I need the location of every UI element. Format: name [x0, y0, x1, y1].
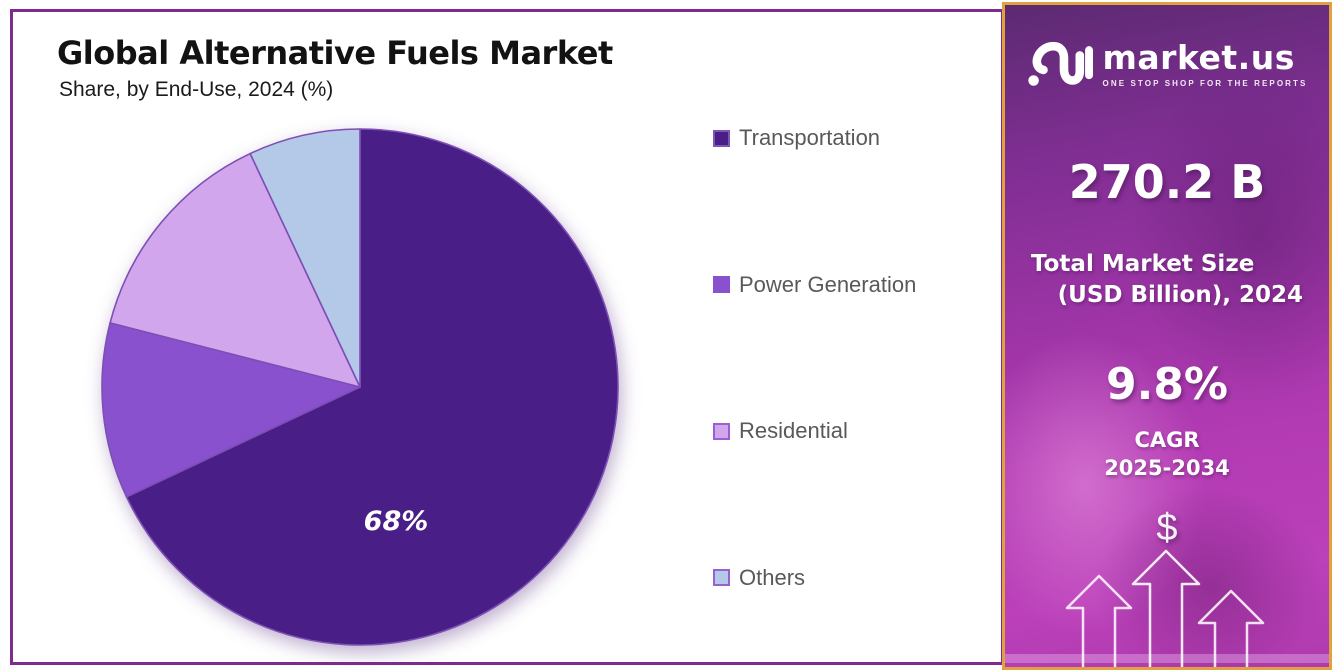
page-title: Global Alternative Fuels Market [57, 34, 613, 72]
marketus-logo-text: market.us [1102, 37, 1295, 77]
legend-item-others: Others [713, 565, 983, 591]
pie-slice-transportation [125, 128, 619, 646]
pie-slice-others [249, 128, 361, 388]
legend-label: Power Generation [739, 271, 917, 297]
legend-item-transportation: Transportation [713, 125, 983, 151]
legend-item-power-generation: Power Generation [713, 272, 983, 298]
pie-data-label: 68% [364, 506, 429, 537]
sidebar-texture-blob [1095, 485, 1325, 667]
pie-slice-power-generation [101, 322, 361, 498]
logo-tagline: ONE STOP SHOP FOR THE REPORTS [1102, 78, 1308, 88]
legend-swatch [713, 569, 730, 587]
sidebar-bottom-strip [1005, 654, 1329, 663]
legend-swatch [713, 276, 730, 294]
legend-item-residential: Residential [713, 418, 983, 444]
market-size-value: 270.2 B [1068, 155, 1266, 209]
pie-chart: 68% [95, 122, 625, 652]
cagr-label: CAGR 2025-2034 [1104, 426, 1230, 483]
chart-panel: Global Alternative Fuels Market Share, b… [10, 9, 1004, 665]
dollar-symbol: $ [1156, 506, 1178, 549]
legend-label: Others [739, 564, 806, 590]
cagr-value: 9.8% [1105, 359, 1229, 411]
pie-chart-svg: 68% [101, 128, 619, 646]
legend-label: Transportation [739, 125, 881, 150]
cagr-label-line2: 2025-2034 [1104, 456, 1230, 481]
pie-slice-residential [109, 152, 361, 388]
sidebar-texture-blob [1005, 335, 1205, 635]
marketus-logo-icon [1027, 41, 1093, 86]
sidebar-texture-blob [1129, 65, 1329, 405]
legend-label: Residential [739, 418, 848, 444]
growth-arrows-icon [1065, 549, 1265, 667]
market-size-label-line1: Total Market Size [1031, 251, 1255, 277]
brand-logo: market.us ONE STOP SHOP FOR THE REPORTS [1027, 35, 1308, 93]
page-subtitle: Share, by End-Use, 2024 (%) [59, 78, 334, 101]
brand-sidebar: market.us ONE STOP SHOP FOR THE REPORTS … [1002, 2, 1332, 670]
market-size-label: Total Market Size (USD Billion), 2024 [1005, 249, 1329, 311]
cagr-label-line1: CAGR [1134, 428, 1200, 453]
legend-swatch [713, 422, 730, 440]
market-size-label-line2: (USD Billion), 2024 [1057, 282, 1303, 309]
legend: Transportation Power Generation Residentia… [713, 125, 983, 591]
legend-swatch [713, 129, 730, 147]
